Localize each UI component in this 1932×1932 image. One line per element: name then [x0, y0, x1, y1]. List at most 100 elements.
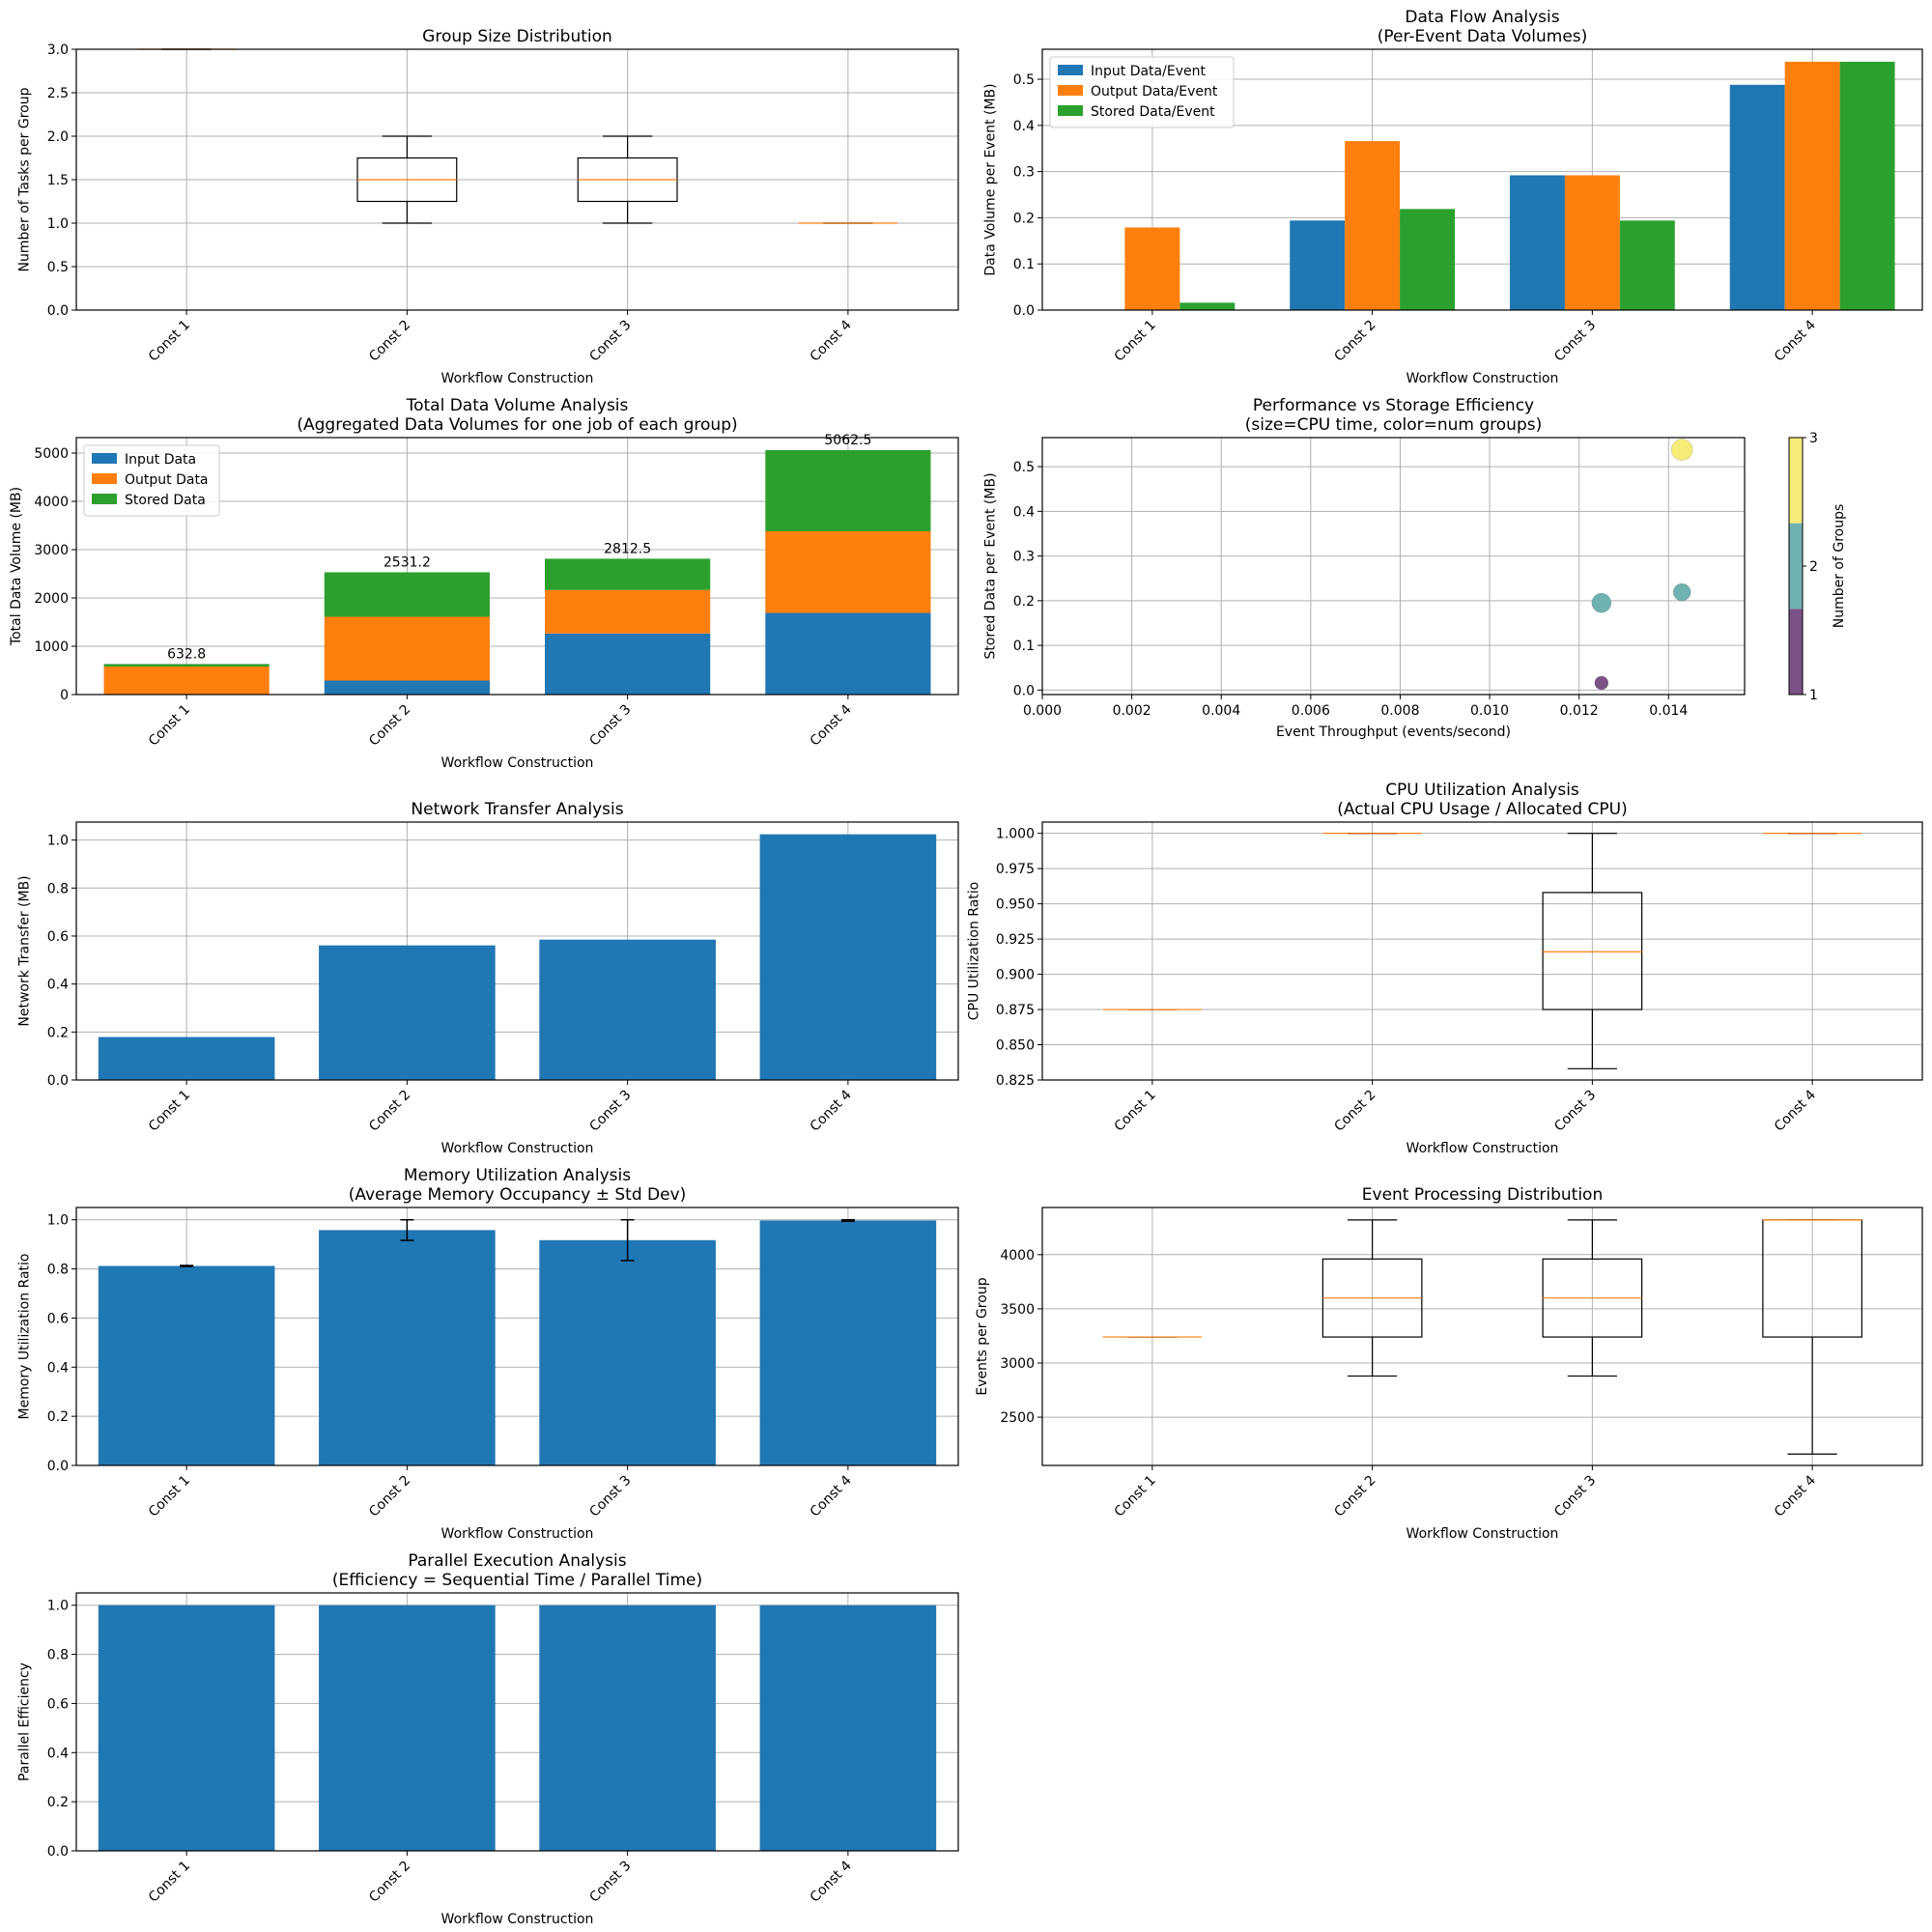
x-tick-label: Const 4 — [808, 317, 855, 364]
y-tick-label: 0.875 — [996, 1003, 1035, 1018]
legend-label: Output Data — [125, 472, 209, 488]
y-axis-label: Parallel Efficiency — [17, 1662, 33, 1781]
x-tick-label: Const 1 — [1112, 1473, 1159, 1520]
y-tick-label: 0.4 — [1013, 119, 1035, 134]
y-tick-label: 0.2 — [1013, 594, 1035, 610]
legend-label: Input Data — [125, 452, 196, 468]
bar-segment — [545, 558, 710, 589]
x-tick-label: Const 4 — [1772, 1087, 1819, 1134]
bar — [760, 835, 937, 1080]
chart-event-proc: 2500 3000 3500 4000 Const 1 Const 2 Const 3 Con… — [975, 1185, 1922, 1542]
x-tick-label: Const 2 — [366, 702, 413, 750]
bar — [1620, 220, 1675, 310]
y-tick-label: 0.4 — [47, 1360, 69, 1376]
bar — [539, 940, 716, 1080]
y-axis-label: Stored Data per Event (MB) — [983, 472, 999, 659]
y-tick-label: 0.975 — [996, 862, 1035, 877]
y-tick-label: 0.2 — [47, 1025, 69, 1040]
colorbar-tick-label: 1 — [1809, 688, 1818, 703]
chart-title: Network Transfer Analysis — [411, 800, 623, 819]
bar — [1345, 141, 1400, 310]
legend-swatch — [1058, 65, 1083, 75]
y-axis-label: CPU Utilization Ratio — [967, 882, 982, 1020]
data-label: 2531.2 — [384, 554, 431, 570]
legend-label: Stored Data — [125, 493, 206, 508]
bar — [1840, 62, 1895, 310]
bar — [99, 1037, 275, 1080]
chart-title: Data Flow Analysis — [1405, 8, 1559, 27]
scatter-point — [1592, 593, 1611, 612]
bar — [539, 1605, 716, 1851]
y-tick-label: 0.0 — [1013, 683, 1035, 698]
y-axis-label: Network Transfer (MB) — [17, 875, 33, 1026]
y-tick-label: 1.5 — [47, 173, 69, 188]
y-tick-label: 0.2 — [47, 1409, 69, 1425]
colorbar-segment — [1789, 438, 1803, 524]
x-tick-label: Const 3 — [1551, 1473, 1599, 1520]
y-tick-label: 0.0 — [1013, 303, 1035, 319]
y-tick-label: 4000 — [1000, 1248, 1035, 1264]
y-axis-label: Number of Tasks per Group — [17, 87, 33, 271]
bar-segment — [765, 531, 930, 613]
bar — [1565, 175, 1620, 310]
chart-parallel: 0.0 0.2 0.4 0.6 0.8 1.0 Const 1 Const 2 Const 3 C… — [17, 1551, 959, 1927]
y-tick-label: 0.900 — [996, 968, 1035, 983]
legend-swatch — [1058, 85, 1083, 96]
y-tick-label: 0.4 — [1013, 504, 1035, 520]
legend-label: Stored Data/Event — [1091, 104, 1215, 120]
x-tick-label: Const 4 — [1772, 317, 1819, 364]
x-tick-label: Const 1 — [146, 702, 193, 750]
y-tick-label: 0.925 — [996, 932, 1035, 948]
y-axis-label: Memory Utilization Ratio — [17, 1254, 33, 1420]
bar-segment — [325, 617, 490, 681]
bar — [1400, 209, 1455, 310]
scatter-point — [1595, 676, 1608, 690]
scatter-point — [1671, 439, 1692, 460]
y-tick-label: 3.0 — [47, 43, 69, 58]
y-tick-label: 0.8 — [47, 881, 69, 896]
x-tick-label: Const 4 — [1772, 1472, 1819, 1520]
legend-label: Output Data/Event — [1091, 84, 1218, 99]
bar-segment — [765, 450, 930, 531]
x-tick-label: Const 2 — [1331, 1473, 1378, 1520]
x-tick-label: Const 3 — [1551, 318, 1599, 365]
y-tick-label: 0.0 — [47, 303, 69, 319]
bar — [319, 1605, 496, 1851]
bar — [1179, 302, 1235, 310]
y-tick-label: 0.2 — [47, 1795, 69, 1810]
y-tick-label: 0.6 — [47, 1696, 69, 1712]
y-tick-label: 0.5 — [1013, 72, 1035, 88]
chart-memory-util: 0.0 0.2 0.4 0.6 0.8 1.0 Const 1 Const 2 Const 3 C… — [17, 1166, 959, 1542]
chart-subtitle: (Efficiency = Sequential Time / Parallel… — [332, 1571, 702, 1590]
y-tick-label: 0.2 — [1013, 211, 1035, 226]
chart-title: Performance vs Storage Efficiency — [1253, 396, 1534, 415]
y-tick-label: 0.6 — [47, 929, 69, 945]
y-tick-label: 0.825 — [996, 1073, 1035, 1089]
x-tick-label: Const 3 — [586, 702, 634, 750]
x-tick-label: 0.000 — [1023, 703, 1062, 719]
bar — [1124, 227, 1179, 310]
x-tick-label: Const 3 — [586, 1859, 634, 1906]
y-tick-label: 0.5 — [47, 260, 69, 275]
x-tick-label: 0.002 — [1113, 703, 1151, 719]
colorbar-tick-label: 3 — [1809, 431, 1818, 446]
plot-frame — [1042, 438, 1745, 695]
x-tick-label: Const 2 — [366, 1088, 413, 1135]
chart-title: Event Processing Distribution — [1362, 1185, 1603, 1205]
y-tick-label: 0.850 — [996, 1038, 1035, 1054]
data-label: 2812.5 — [604, 541, 651, 556]
colorbar-segment — [1789, 524, 1803, 610]
chart-title: Group Size Distribution — [422, 27, 612, 46]
y-tick-label: 3000 — [34, 543, 69, 558]
y-tick-label: 0.1 — [1013, 639, 1035, 654]
data-label: 632.8 — [167, 646, 206, 662]
legend-swatch — [92, 494, 117, 504]
chart-subtitle: (Aggregated Data Volumes for one job of … — [297, 415, 737, 435]
y-tick-label: 0.8 — [47, 1263, 69, 1278]
x-tick-label: Const 2 — [1331, 1088, 1378, 1135]
bar-segment — [325, 681, 490, 696]
bar — [319, 946, 496, 1080]
y-tick-label: 1.0 — [47, 1599, 69, 1614]
colorbar-label: Number of Groups — [1832, 504, 1847, 629]
chart-subtitle: (Per-Event Data Volumes) — [1378, 27, 1588, 46]
